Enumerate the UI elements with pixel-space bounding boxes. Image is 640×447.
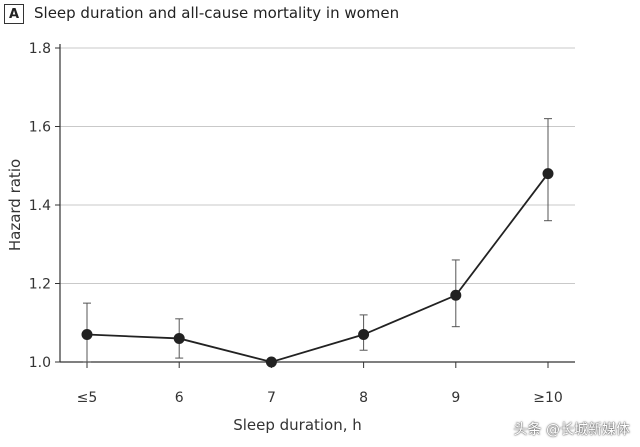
- data-point: [81, 329, 93, 341]
- x-tick-label: ≤5: [77, 390, 98, 406]
- axis-layer: [55, 44, 575, 368]
- data-point: [173, 332, 185, 344]
- y-tick-label: 1.8: [29, 41, 51, 57]
- panel-label: A: [4, 4, 24, 24]
- y-axis-title: Hazard ratio: [6, 159, 24, 251]
- series-line-layer: [86, 173, 549, 363]
- watermark: 头条 @长城新媒体: [513, 422, 630, 438]
- data-point: [358, 329, 370, 341]
- axis-labels-layer: 1.0 1.2 1.4 1.6 1.8 ≤5 6 7 8 9 ≥10 Sleep duration, …: [6, 41, 563, 434]
- y-tick-label: 1.6: [29, 120, 51, 136]
- grid-layer: [60, 47, 575, 284]
- data-point: [450, 289, 462, 301]
- data-point: [265, 356, 277, 368]
- data-point: [542, 168, 554, 180]
- x-axis-title: Sleep duration, h: [233, 416, 362, 434]
- error-bars-layer: [83, 118, 552, 363]
- x-tick-label: 9: [451, 390, 460, 406]
- y-tick-label: 1.0: [29, 355, 51, 371]
- x-tick-label: 8: [359, 390, 368, 406]
- x-tick-label: 7: [267, 390, 276, 406]
- y-tick-label: 1.4: [29, 198, 51, 214]
- x-tick-label: ≥10: [533, 390, 563, 406]
- y-tick-label: 1.2: [29, 277, 51, 293]
- data-points-layer: [81, 168, 554, 368]
- x-tick-label: 6: [175, 390, 184, 406]
- series-line: [86, 173, 549, 363]
- chart-title: Sleep duration and all-cause mortality i…: [34, 4, 400, 22]
